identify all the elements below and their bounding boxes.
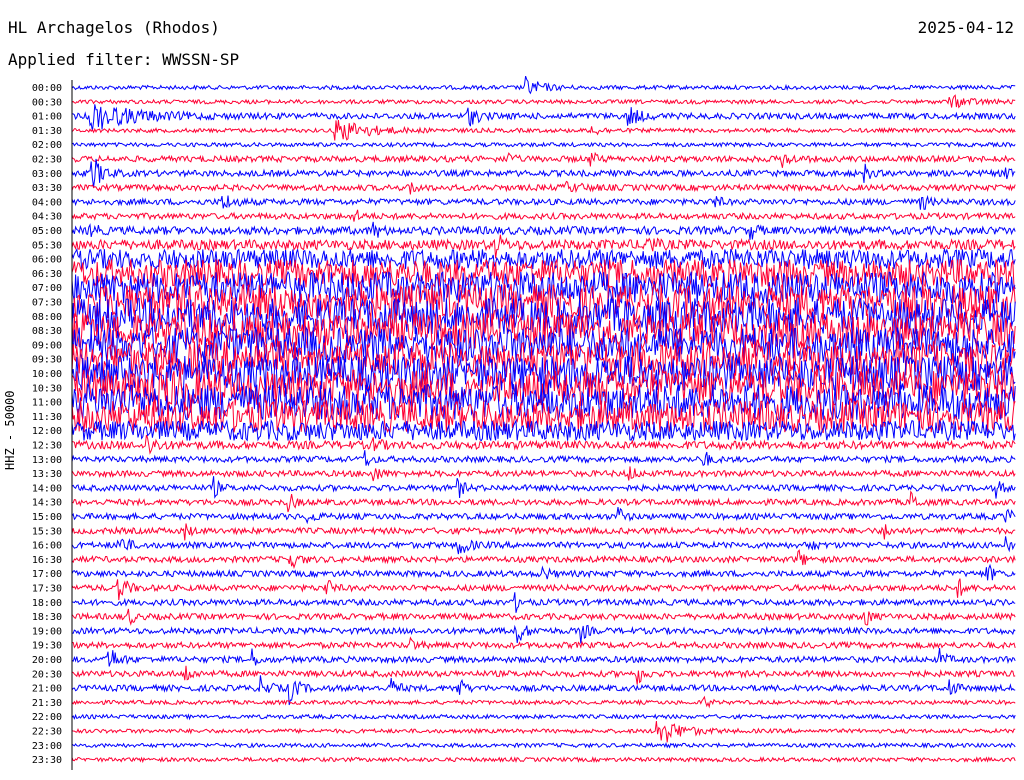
trace-0130 (71, 119, 1016, 141)
time-tick-2330: 23:30 (32, 755, 62, 766)
time-tick-0600: 06:00 (32, 255, 62, 266)
time-tick-0100: 01:00 (32, 112, 62, 123)
time-tick-0630: 06:30 (32, 269, 62, 280)
time-tick-0830: 08:30 (32, 326, 62, 337)
time-tick-1300: 13:00 (32, 455, 62, 466)
trace-1330 (71, 466, 1016, 482)
date-label: 2025-04-12 (917, 18, 1014, 37)
trace-0200 (71, 141, 1016, 149)
time-tick-1100: 11:00 (32, 398, 62, 409)
trace-2230 (71, 720, 1016, 743)
time-tick-1230: 12:30 (32, 441, 62, 452)
time-tick-2200: 22:00 (32, 712, 62, 723)
time-tick-0030: 00:30 (32, 97, 62, 108)
time-tick-0730: 07:30 (32, 298, 62, 309)
time-tick-1400: 14:00 (32, 483, 62, 494)
time-tick-0430: 04:30 (32, 212, 62, 223)
time-tick-1630: 16:30 (32, 555, 62, 566)
trace-0900 (71, 325, 1016, 365)
time-tick-0230: 02:30 (32, 155, 62, 166)
time-tick-0930: 09:30 (32, 355, 62, 366)
time-tick-2300: 23:00 (32, 741, 62, 752)
time-tick-0400: 04:00 (32, 197, 62, 208)
trace-1230 (71, 434, 1016, 455)
trace-1630 (71, 549, 1016, 570)
trace-0300 (71, 158, 1016, 187)
trace-0030 (71, 94, 1016, 109)
time-tick-1330: 13:30 (32, 469, 62, 480)
trace-1830 (71, 608, 1016, 626)
trace-0730 (71, 282, 1016, 322)
trace-2330 (71, 756, 1016, 764)
trace-1900 (71, 624, 1016, 644)
trace-2300 (71, 741, 1016, 749)
trace-0100 (71, 104, 1016, 131)
trace-0430 (71, 209, 1016, 222)
filter-label: Applied filter: WWSSN-SP (8, 50, 240, 69)
time-tick-2030: 20:30 (32, 669, 62, 680)
time-tick-1130: 11:30 (32, 412, 62, 423)
trace-0530 (71, 234, 1016, 259)
trace-2200 (71, 713, 1016, 721)
time-tick-1000: 10:00 (32, 369, 62, 380)
trace-1730 (71, 578, 1016, 601)
time-tick-0500: 05:00 (32, 226, 62, 237)
time-tick-1030: 10:30 (32, 383, 62, 394)
time-tick-0130: 01:30 (32, 126, 62, 137)
trace-1930 (71, 636, 1016, 651)
trace-1130 (71, 398, 1016, 434)
time-tick-1600: 16:00 (32, 541, 62, 552)
trace-0930 (71, 340, 1016, 378)
trace-1530 (71, 523, 1016, 541)
time-tick-1830: 18:30 (32, 612, 62, 623)
time-tick-labels: 00:00 00:30 01:00 01:30 02:00 02:30 03:00 03:30… (32, 83, 62, 766)
time-tick-2100: 21:00 (32, 684, 62, 695)
trace-0330 (71, 180, 1016, 195)
time-tick-0000: 00:00 (32, 83, 62, 94)
trace-1430 (71, 490, 1016, 513)
time-tick-0330: 03:30 (32, 183, 62, 194)
time-tick-1200: 12:00 (32, 426, 62, 437)
time-tick-1700: 17:00 (32, 569, 62, 580)
trace-2130 (71, 695, 1016, 709)
trace-0230 (71, 151, 1016, 168)
time-tick-1530: 15:30 (32, 526, 62, 537)
time-tick-0530: 05:30 (32, 240, 62, 251)
time-tick-0700: 07:00 (32, 283, 62, 294)
trace-0800 (71, 296, 1016, 336)
trace-0830 (71, 311, 1016, 351)
time-tick-1430: 14:30 (32, 498, 62, 509)
seismic-traces (71, 75, 1016, 764)
trace-0000 (71, 75, 1016, 95)
time-tick-0900: 09:00 (32, 340, 62, 351)
time-tick-1900: 19:00 (32, 626, 62, 637)
trace-1500 (71, 507, 1016, 525)
station-title: HL Archagelos (Rhodos) (8, 18, 220, 37)
time-tick-0300: 03:00 (32, 169, 62, 180)
trace-1600 (71, 536, 1016, 555)
trace-0500 (71, 221, 1016, 240)
trace-1800 (71, 592, 1016, 613)
trace-1400 (71, 476, 1016, 499)
time-tick-1500: 15:00 (32, 512, 62, 523)
trace-0600 (71, 247, 1016, 271)
time-tick-1930: 19:30 (32, 641, 62, 652)
time-tick-1800: 18:00 (32, 598, 62, 609)
trace-2030 (71, 665, 1016, 685)
time-tick-0200: 02:00 (32, 140, 62, 151)
trace-2100 (71, 675, 1016, 706)
time-tick-0800: 08:00 (32, 312, 62, 323)
trace-1200 (71, 418, 1016, 443)
trace-2000 (71, 648, 1016, 667)
trace-0700 (71, 269, 1016, 305)
time-tick-1730: 17:30 (32, 584, 62, 595)
trace-1700 (71, 563, 1016, 581)
time-tick-2000: 20:00 (32, 655, 62, 666)
time-tick-2230: 22:30 (32, 727, 62, 738)
time-tick-2130: 21:30 (32, 698, 62, 709)
trace-0400 (71, 194, 1016, 210)
trace-1300 (71, 450, 1016, 467)
